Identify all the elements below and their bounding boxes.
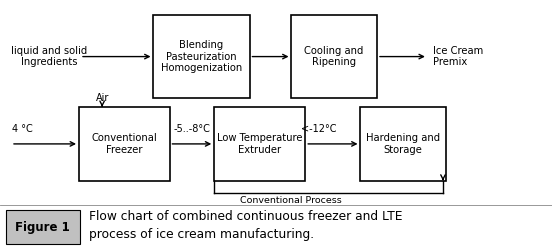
Text: <-12°C: <-12°C: [301, 124, 337, 134]
Text: process of ice cream manufacturing.: process of ice cream manufacturing.: [89, 228, 315, 241]
Text: Flow chart of combined continuous freezer and LTE: Flow chart of combined continuous freeze…: [89, 211, 403, 223]
Text: Hardening and
Storage: Hardening and Storage: [366, 133, 440, 155]
Text: Conventional Process: Conventional Process: [240, 196, 342, 205]
FancyBboxPatch shape: [79, 107, 170, 181]
Text: 4 °C: 4 °C: [12, 124, 33, 134]
Text: Cooling and
Ripening: Cooling and Ripening: [304, 46, 364, 67]
Text: Blending
Pasteurization
Homogenization: Blending Pasteurization Homogenization: [161, 40, 242, 73]
Text: Ice Cream
Premix: Ice Cream Premix: [433, 46, 484, 67]
FancyBboxPatch shape: [153, 15, 250, 98]
FancyBboxPatch shape: [291, 15, 376, 98]
Text: Conventional
Freezer: Conventional Freezer: [91, 133, 157, 155]
Text: Figure 1: Figure 1: [15, 221, 70, 233]
Text: liquid and solid
Ingredients: liquid and solid Ingredients: [11, 46, 87, 67]
FancyBboxPatch shape: [214, 107, 305, 181]
Text: Air: Air: [95, 93, 109, 103]
FancyBboxPatch shape: [360, 107, 446, 181]
Text: Low Temperature
Extruder: Low Temperature Extruder: [217, 133, 302, 155]
FancyBboxPatch shape: [6, 210, 80, 244]
Text: -5..-8°C: -5..-8°C: [174, 124, 210, 134]
